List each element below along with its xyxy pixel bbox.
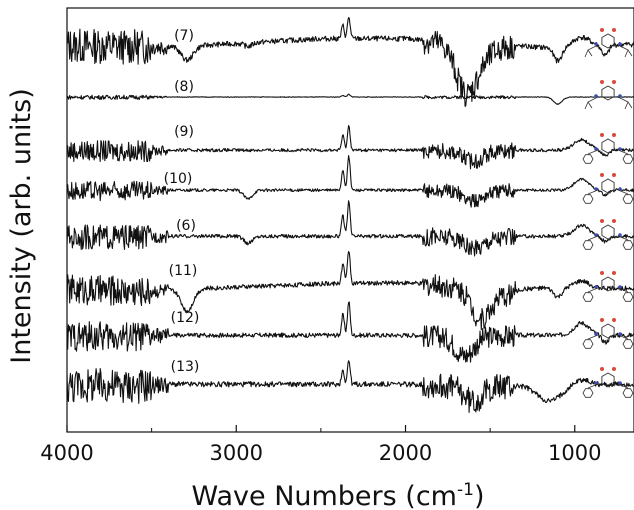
spectrum-line-11 xyxy=(66,251,634,331)
x-tick-label: 1000 xyxy=(548,441,601,465)
structure-icon-10 xyxy=(582,173,634,204)
spectrum-line-13 xyxy=(66,360,634,413)
spectrum-line-7 xyxy=(66,17,634,107)
series-label-8: (8) xyxy=(174,79,194,95)
spectra-traces: (7) (8) (9) (10) (6) (11) (12) (13) xyxy=(66,17,634,413)
series-label-9: (9) xyxy=(174,124,194,140)
plot-frame xyxy=(66,7,634,433)
series-label-11: (11) xyxy=(169,263,198,279)
structure-icon-9 xyxy=(582,133,634,164)
structure-icon-6 xyxy=(582,219,634,250)
spectrum-line-12 xyxy=(66,301,634,363)
spectrum-line-9 xyxy=(66,125,634,170)
structure-icon-11 xyxy=(582,271,634,302)
x-axis-ticks: 4000 3000 2000 1000 xyxy=(40,425,601,465)
molecule-structures xyxy=(582,28,634,398)
spectrum-line-6 xyxy=(66,200,634,257)
x-tick-label: 2000 xyxy=(379,441,432,465)
series-label-7: (7) xyxy=(174,28,194,44)
series-label-12: (12) xyxy=(171,310,200,326)
spectrum-line-8 xyxy=(66,93,634,105)
x-tick-label: 4000 xyxy=(40,441,93,465)
spectrum-line-10 xyxy=(66,155,634,208)
structure-icon-12 xyxy=(582,318,634,349)
x-axis-title-close: ) xyxy=(474,481,485,510)
series-label-6: (6) xyxy=(176,218,196,234)
x-axis-title-superscript: -1 xyxy=(457,480,474,500)
structure-icon-13 xyxy=(582,367,634,398)
structure-icon-7 xyxy=(584,28,633,58)
x-axis-title: Wave Numbers (cm-1) xyxy=(192,480,485,510)
x-axis-title-main: Wave Numbers (cm xyxy=(192,481,457,510)
structure-icon-8 xyxy=(584,80,633,110)
series-label-13: (13) xyxy=(171,359,200,375)
y-axis-title: Intensity (arb. units) xyxy=(6,88,37,364)
x-tick-label: 3000 xyxy=(210,441,263,465)
series-label-10: (10) xyxy=(164,171,193,187)
